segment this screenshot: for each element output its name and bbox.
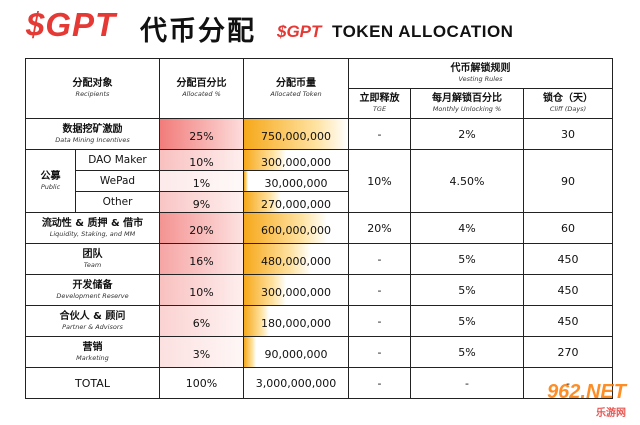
pct-cell: 20% [159,212,244,244]
table-row: Other 9% 270,000,000 [26,191,613,213]
monthly-header: 每月解锁百分比 Monthly Unlocking % [410,88,524,119]
token-cell: 300,000,000 [243,149,349,171]
monthly-cell: 4.50% [410,149,524,213]
table-row: 公募 Public DAO Maker 10% 300,000,000 10% … [25,149,614,213]
total-monthly: - [410,367,524,399]
title-english: TOKEN ALLOCATION [332,22,514,41]
recipient-team: 团队 Team [25,243,160,275]
header-row: 分配对象 Recipients 分配百分比 Allocated % 分配币量 A… [25,58,614,119]
table-row: 开发储备 Development Reserve 10% 300,000,000… [25,274,614,306]
pct-cell: 9% [159,191,244,213]
tge-cell: 20% [348,212,411,244]
token-cell: 600,000,000 [243,212,349,244]
recipients-header: 分配对象 Recipients [25,58,160,119]
title-chinese: 代币分配 [140,16,256,47]
monthly-cell: 5% [410,336,524,368]
monthly-cell: 5% [410,274,524,306]
pct-cell: 3% [159,336,244,368]
recipient-dao-maker: DAO Maker [75,149,160,171]
allocated-token-header: 分配币量 Allocated Token [243,58,349,119]
token-allocation-table: 分配对象 Recipients 分配百分比 Allocated % 分配币量 A… [25,58,614,399]
cliff-cell: 450 [522,274,614,306]
gpt-small-logo: $GPT [277,22,322,41]
allocated-pct-header: 分配百分比 Allocated % [159,58,244,119]
total-label: TOTAL [25,367,160,399]
pct-cell: 1% [159,170,244,192]
token-cell: 30,000,000 [243,170,349,192]
vesting-header: 代币解锁规则 Vesting Rules [347,58,614,89]
tge-cell: - [348,274,411,306]
monthly-cell: 5% [410,305,524,337]
pct-cell: 16% [159,243,244,275]
table-row: 营销 Marketing 3% 90,000,000 - 5% 270 [25,336,614,368]
cliff-cell: 450 [522,305,614,337]
pct-cell: 10% [159,274,244,306]
recipient-mining: 数据挖矿激励 Data Mining Incentives [25,118,160,150]
page-header: $GPT 代币分配 $GPT TOKEN ALLOCATION [0,0,640,56]
monthly-cell: 5% [410,243,524,275]
pct-cell: 25% [159,118,244,150]
watermark-brand: 962.NET [547,381,626,403]
cliff-cell: 30 [522,118,614,150]
total-pct: 100% [159,367,244,399]
tge-header: 立即释放 TGE [348,88,411,119]
cliff-cell: 270 [522,336,614,368]
recipient-other: Other [75,191,160,213]
site-watermark: 962.NET 乐游网 [547,381,626,419]
total-tokens: 3,000,000,000 [243,367,349,399]
table-row: 数据挖矿激励 Data Mining Incentives 25% 750,00… [25,118,614,150]
pct-cell: 10% [159,149,244,171]
tge-cell: - [348,336,411,368]
token-cell: 300,000,000 [243,274,349,306]
recipient-development: 开发储备 Development Reserve [25,274,160,306]
total-tge: - [348,367,411,399]
recipient-partner: 合伙人 & 顾问 Partner & Advisors [25,305,160,337]
cliff-header: 锁仓（天） Cliff (Days) [522,88,614,119]
recipient-public: 公募 Public [25,149,76,213]
gpt-logo: $GPT [26,6,117,43]
recipient-liquidity: 流动性 & 质押 & 借市 Liquidity, Staking, and MM [25,212,160,244]
cliff-cell: 90 [522,149,614,213]
tge-cell: - [348,243,411,275]
pct-cell: 6% [159,305,244,337]
monthly-cell: 2% [410,118,524,150]
monthly-cell: 4% [410,212,524,244]
tge-cell: 10% [348,149,411,213]
token-cell: 90,000,000 [243,336,349,368]
table-row: 合伙人 & 顾问 Partner & Advisors 6% 180,000,0… [25,305,614,337]
token-cell: 270,000,000 [243,191,349,213]
watermark-cn: 乐游网 [596,408,626,419]
vesting-subheader-row: 立即释放 TGE 每月解锁百分比 Monthly Unlocking % 锁仓（… [26,88,614,119]
tge-cell: - [348,305,411,337]
token-cell: 750,000,000 [243,118,349,150]
total-row: TOTAL 100% 3,000,000,000 - - - [25,367,614,399]
token-cell: 180,000,000 [243,305,349,337]
table-row: WePad 1% 30,000,000 [26,170,613,192]
cliff-cell: 450 [522,243,614,275]
table-row: 流动性 & 质押 & 借市 Liquidity, Staking, and MM… [25,212,614,244]
token-cell: 480,000,000 [243,243,349,275]
total-cliff: - [522,367,614,399]
cliff-cell: 60 [522,212,614,244]
recipient-wepad: WePad [75,170,160,192]
tge-cell: - [348,118,411,150]
table-row: 团队 Team 16% 480,000,000 - 5% 450 [25,243,614,275]
recipient-marketing: 营销 Marketing [25,336,160,368]
